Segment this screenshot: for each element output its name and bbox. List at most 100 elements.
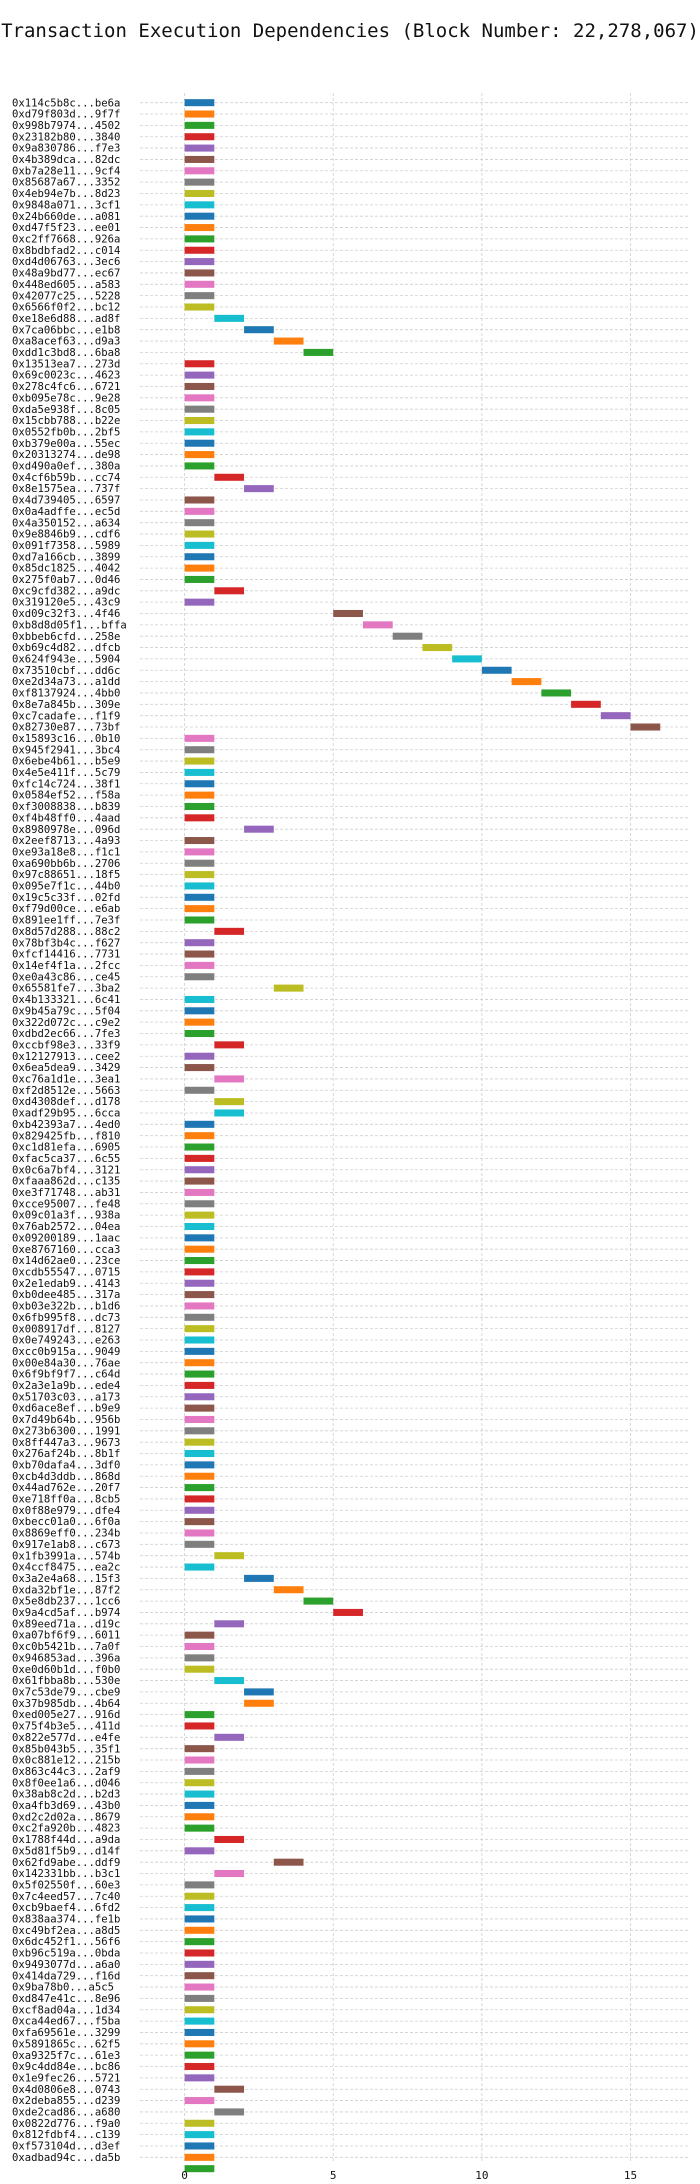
bar [184, 961, 215, 969]
y-tick-label: 0x73510cbf...dd6c [12, 665, 120, 677]
bar [184, 451, 215, 459]
bar [184, 258, 215, 266]
bar [184, 598, 215, 606]
y-tick-label: 0x0e749243...e263 [12, 1335, 120, 1347]
y-tick-label: 0x5f02550f...60e3 [12, 1879, 120, 1891]
bar [184, 462, 215, 470]
y-tick-label: 0xda32bf1e...87f2 [12, 1584, 120, 1596]
bar [184, 1506, 215, 1514]
bar [184, 1257, 215, 1265]
y-tick-label: 0xf573104d...d3ef [12, 2141, 120, 2153]
bar [184, 1518, 215, 1526]
y-tick-label: 0x1e9fec26...5721 [12, 2072, 120, 2084]
bar [184, 1291, 215, 1299]
bar [184, 144, 215, 152]
bar [184, 1972, 215, 1980]
y-tick-label: 0x114c5b8c...be6a [12, 97, 120, 109]
y-tick-label: 0x322d072c...c9e2 [12, 1017, 120, 1029]
bar [184, 2074, 215, 2082]
y-tick-label: 0xd847e41c...8e96 [12, 1993, 120, 2005]
y-tick-label: 0x5d81f5b9...d14f [12, 1845, 120, 1857]
bar [184, 428, 215, 436]
bar [184, 189, 215, 198]
y-tick-label: 0x85687a67...3352 [12, 177, 120, 189]
y-tick-label: 0x0822d776...f9a0 [12, 2118, 120, 2130]
bar [184, 1495, 215, 1503]
bar [184, 371, 215, 379]
bar [184, 1642, 215, 1651]
y-tick-label: 0x4cf6b59b...cc74 [12, 472, 120, 484]
y-tick-label: 0x14d62ae0...23ce [12, 1255, 120, 1267]
y-tick-label: 0x0f88e979...dfe4 [12, 1505, 120, 1517]
bar [184, 417, 215, 425]
y-tick-label: 0xf4b48ff0...4aad [12, 812, 120, 824]
x-tick-label: 10 [475, 2169, 488, 2182]
bar [184, 1086, 215, 1094]
bar [184, 133, 215, 141]
bar [184, 2051, 215, 2059]
bar [184, 1938, 215, 1946]
bar [303, 348, 334, 356]
bar [184, 212, 215, 220]
y-tick-label: 0x97c88651...18f5 [12, 869, 120, 881]
y-tick-label: 0x76ab2572...04ea [12, 1221, 120, 1233]
bar [184, 1177, 215, 1185]
y-tick-label: 0x946853ad...396a [12, 1652, 120, 1664]
bar [184, 1904, 215, 1912]
bar [184, 1188, 215, 1196]
bar [184, 1915, 215, 1923]
y-tick-label: 0x15cbb788...b22e [12, 415, 120, 427]
y-tick-label: 0xcb4d3ddb...868d [12, 1471, 120, 1483]
y-tick-label: 0xc0b5421b...7a0f [12, 1641, 120, 1653]
bar [184, 280, 215, 288]
y-tick-label: 0xe18e6d88...ad8f [12, 313, 120, 325]
bar [184, 1438, 215, 1446]
bar [303, 1597, 334, 1605]
y-tick-label: 0x9493077d...a6a0 [12, 1959, 120, 1971]
bar [184, 2153, 215, 2161]
bar [184, 871, 215, 879]
y-tick-label: 0x23182b80...3840 [12, 131, 120, 143]
y-tick-label: 0x78bf3b4c...f627 [12, 937, 120, 949]
bar [184, 1563, 215, 1571]
y-tick-label: 0x62fd9abe...ddf9 [12, 1857, 120, 1869]
y-tick-label: 0x2eef8713...4a93 [12, 835, 120, 847]
y-tick-label: 0x822e577d...e4fe [12, 1732, 120, 1744]
bar [184, 2017, 215, 2025]
y-tick-label: 0xe2d34a73...a1dd [12, 676, 120, 688]
bar [184, 2028, 215, 2036]
bar [184, 1007, 215, 1015]
y-tick-label: 0x5891865c...62f5 [12, 2038, 120, 2050]
y-tick-label: 0xc49bf2ea...a8d5 [12, 1925, 120, 1937]
bar [214, 927, 245, 935]
y-tick-label: 0xb0dee485...317a [12, 1289, 120, 1301]
y-tick-label: 0x9b45a79c...5f04 [12, 1005, 120, 1017]
y-tick-label: 0x4a350152...a634 [12, 517, 120, 529]
bar [184, 1302, 215, 1310]
y-tick-label: 0xe3f71748...ab31 [12, 1187, 120, 1199]
y-tick-label: 0x37b985db...4b64 [12, 1698, 120, 1710]
y-tick-label: 0x85dc1825...4042 [12, 563, 120, 575]
y-tick-label: 0xcce95007...fe48 [12, 1198, 120, 1210]
y-tick-label: 0x3a2e4a68...15f3 [12, 1573, 120, 1585]
y-tick-label: 0x7ca06bbc...e1b8 [12, 324, 120, 336]
bar [184, 541, 215, 549]
bar [362, 621, 393, 629]
y-tick-label: 0x8e7a845b...309e [12, 699, 120, 711]
y-tick-label: 0xc9cfd382...a9dc [12, 585, 120, 597]
y-tick-label: 0x65581fe7...3ba2 [12, 983, 120, 995]
y-tick-label: 0x0552fb0b...2bf5 [12, 426, 120, 438]
y-tick-label: 0x1788f44d...a9da [12, 1834, 120, 1846]
y-tick-label: 0xb7a28e11...9cf4 [12, 165, 120, 177]
chart-title: Transaction Execution Dependencies (Bloc… [1, 20, 699, 42]
y-tick-label: 0xda5e938f...8c05 [12, 404, 120, 416]
bar [184, 802, 215, 810]
bar [184, 1779, 215, 1787]
y-tick-label: 0x998b7974...4502 [12, 120, 120, 132]
bar [184, 1347, 215, 1355]
y-tick-label: 0xbecc01a0...6f0a [12, 1516, 120, 1528]
y-tick-label: 0x9e8846b9...cdf6 [12, 529, 120, 541]
y-tick-label: 0x12127913...cee2 [12, 1051, 120, 1063]
bar [184, 1029, 215, 1038]
y-tick-label: 0xe718ff0a...8cb5 [12, 1494, 120, 1506]
